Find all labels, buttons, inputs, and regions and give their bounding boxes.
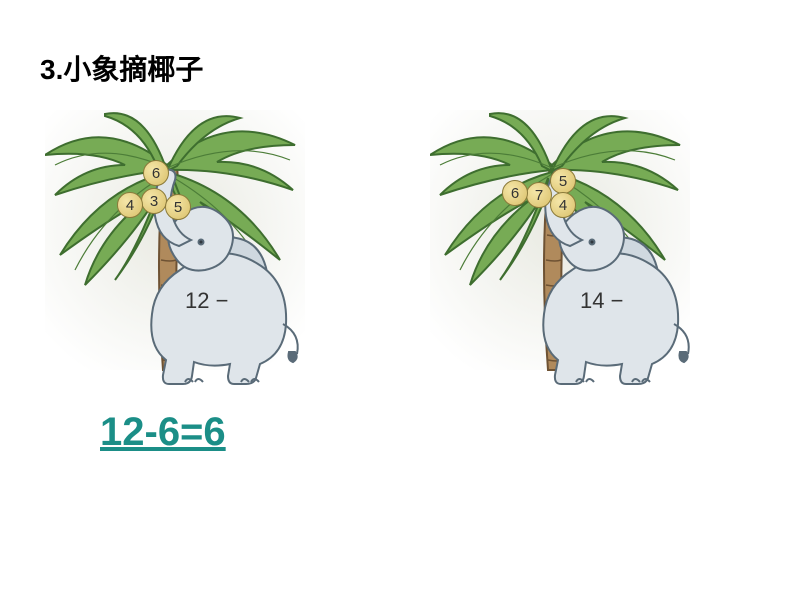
coconut-2-b: 7 xyxy=(526,182,552,208)
palm-elephant-illustration-2 xyxy=(430,110,690,390)
exercise-title: 3.小象摘椰子 xyxy=(40,48,203,88)
coconut-1-b: 3 xyxy=(141,188,167,214)
answer-equation: 12-6=6 xyxy=(100,410,226,455)
coconut-1-c: 4 xyxy=(117,192,143,218)
coconut-2-d: 4 xyxy=(550,192,576,218)
coconut-2-c: 6 xyxy=(502,180,528,206)
scene-2: 5 7 6 4 14 − xyxy=(430,110,690,390)
scene-1: 6 3 4 5 12 − xyxy=(45,110,305,390)
exercise-name: 小象摘椰子 xyxy=(63,55,203,86)
minuend-label-2: 14 − xyxy=(580,288,623,314)
palm-elephant-illustration-1 xyxy=(45,110,305,390)
coconut-1-a: 6 xyxy=(143,160,169,186)
coconut-1-d: 5 xyxy=(165,194,191,220)
coconut-2-a: 5 xyxy=(550,168,576,194)
exercise-number: 3. xyxy=(40,54,63,85)
minuend-label-1: 12 − xyxy=(185,288,228,314)
